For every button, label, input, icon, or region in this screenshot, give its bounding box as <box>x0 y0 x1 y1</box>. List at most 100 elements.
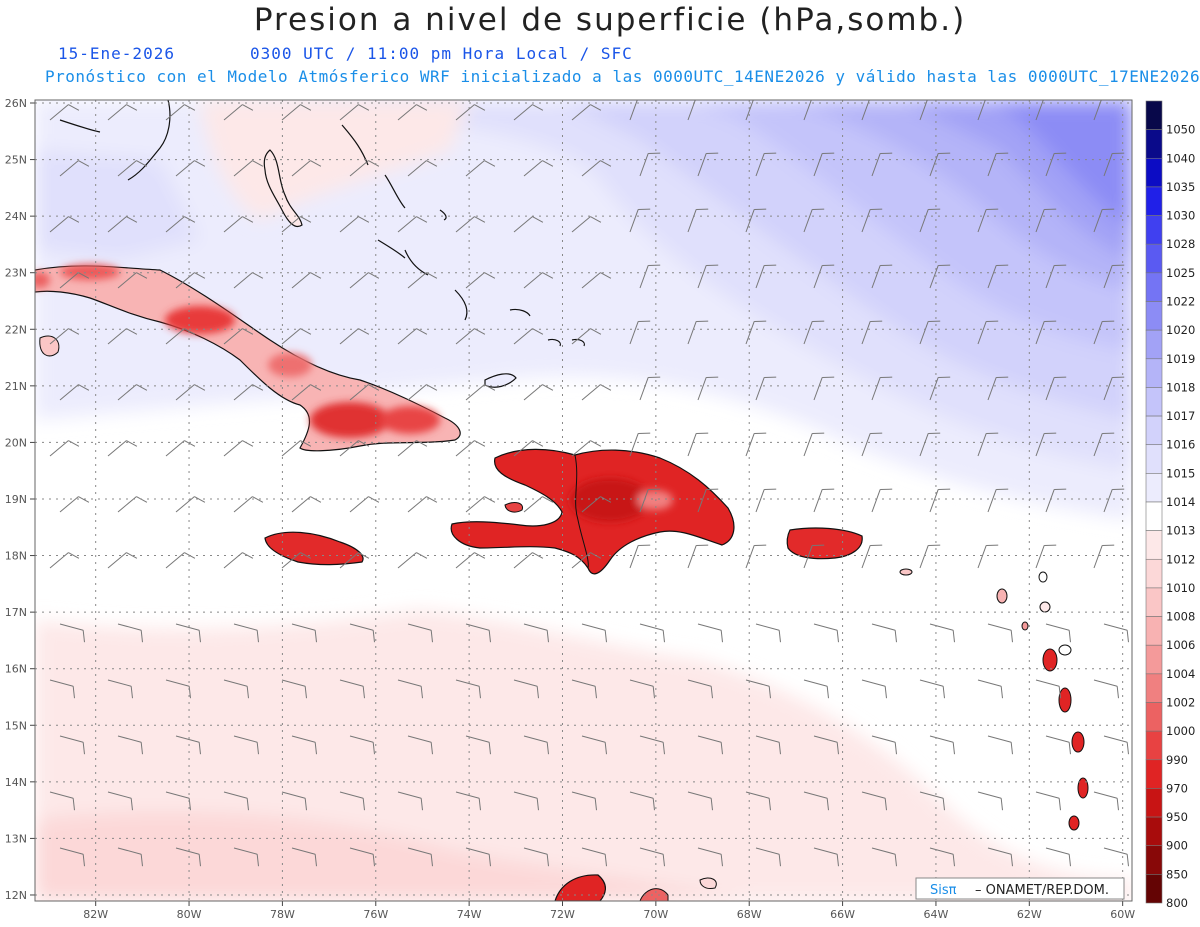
forecast-date: 15-Ene-2026 <box>58 44 175 63</box>
colorbar-swatch <box>1145 100 1163 130</box>
lon-tick-label: 82W <box>83 908 108 921</box>
credit-brand: Sisπ <box>930 883 957 898</box>
colorbar-swatch <box>1145 587 1163 617</box>
lat-tick-label: 19N <box>5 493 27 506</box>
credit-box: Sisπ – ONAMET/REP.DOM. <box>915 877 1125 900</box>
lat-tick-label: 18N <box>5 550 27 563</box>
forecast-time: 0300 UTC / 11:00 pm Hora Local / SFC <box>250 44 633 63</box>
colorbar-swatch <box>1145 272 1163 302</box>
colorbar-swatch <box>1145 730 1163 761</box>
colorbar-swatch <box>1145 644 1163 675</box>
lat-tick-label: 13N <box>5 832 27 845</box>
lat-tick-label: 14N <box>5 776 27 789</box>
grid-lines <box>30 100 1132 906</box>
lat-tick-label: 26N <box>5 97 27 110</box>
colorbar-swatch <box>1145 186 1163 216</box>
colorbar-label: 1030 <box>1166 209 1195 223</box>
colorbar-swatch <box>1145 243 1163 274</box>
cuba <box>35 264 461 452</box>
lon-tick-label: 80W <box>177 908 202 921</box>
colorbar-label: 1010 <box>1166 581 1195 595</box>
colorbar-label: 1050 <box>1166 123 1195 137</box>
lon-tick-label: 68W <box>737 908 762 921</box>
colorbar-label: 1025 <box>1166 266 1195 280</box>
longitude-axis: 82W 80W 78W 76W 74W 72W 70W 68W 66W 64W 62W 60W <box>83 908 1135 921</box>
colorbar-label: 850 <box>1166 867 1188 881</box>
colorbar-label: 800 <box>1166 896 1188 910</box>
colorbar-label: 1006 <box>1166 638 1195 652</box>
lat-tick-label: 17N <box>5 606 27 619</box>
lon-tick-label: 70W <box>643 908 668 921</box>
colorbar-swatch <box>1145 157 1163 188</box>
colorbar-swatch <box>1145 816 1163 847</box>
colorbar-swatch <box>1145 558 1163 589</box>
colorbar-swatch <box>1145 759 1163 789</box>
lon-tick-label: 66W <box>830 908 855 921</box>
colorbar-swatch <box>1145 215 1163 245</box>
colorbar-label: 1012 <box>1166 552 1195 566</box>
credit-org: – ONAMET/REP.DOM. <box>975 883 1109 898</box>
lat-tick-label: 21N <box>5 380 27 393</box>
colorbar-swatch <box>1145 616 1163 646</box>
colorbar-label: 1016 <box>1166 438 1195 452</box>
lat-tick-label: 16N <box>5 663 27 676</box>
forecast-model-info: Pronóstico con el Modelo Atmósferico WRF… <box>45 67 1200 86</box>
lat-tick-label: 15N <box>5 719 27 732</box>
colorbar-label: 1008 <box>1166 610 1195 624</box>
colorbar-swatch <box>1145 358 1163 388</box>
lat-tick-label: 12N <box>5 889 27 902</box>
lon-tick-label: 76W <box>363 908 388 921</box>
colorbar-label: 1019 <box>1166 352 1195 366</box>
colorbar-swatch <box>1145 673 1163 703</box>
lat-tick-label: 22N <box>5 323 27 336</box>
colorbar-swatch <box>1145 501 1163 531</box>
map-frame <box>34 99 1133 902</box>
lon-tick-label: 78W <box>270 908 295 921</box>
colorbar-label: 1020 <box>1166 323 1195 337</box>
pressure-field <box>35 100 1132 901</box>
colorbar-label: 1002 <box>1166 696 1195 710</box>
colorbar-label: 1018 <box>1166 380 1195 394</box>
lat-tick-label: 23N <box>5 267 27 280</box>
colorbar-label: 900 <box>1166 839 1188 853</box>
colorbar-swatch <box>1145 301 1163 331</box>
latitude-axis: 26N 25N 24N 23N 22N 21N 20N 19N 18N 17N 16N 15N 14N 1… <box>5 97 27 902</box>
lesser-antilles <box>899 568 1089 831</box>
map-title: Presion a nivel de superficie (hPa,somb.… <box>253 2 967 38</box>
colorbar-swatch <box>1145 702 1163 732</box>
colorbar-label: 1017 <box>1166 409 1195 423</box>
colorbar-swatch <box>1145 874 1163 904</box>
colorbar-label: 1040 <box>1166 151 1195 165</box>
colorbar-swatch <box>1145 444 1163 474</box>
colorbar-label: 1000 <box>1166 724 1195 738</box>
colorbar-swatch <box>1145 530 1163 560</box>
colorbar-swatch <box>1145 329 1163 360</box>
colorbar-label: 1004 <box>1166 667 1195 681</box>
colorbar-swatch <box>1145 415 1163 446</box>
colorbar-swatch <box>1145 387 1163 417</box>
lat-tick-label: 24N <box>5 210 27 223</box>
colorbar-label: 1035 <box>1166 180 1195 194</box>
colorbar-swatch <box>1145 845 1163 875</box>
lon-tick-label: 62W <box>1017 908 1042 921</box>
lat-tick-label: 25N <box>5 154 27 167</box>
colorbar-label: 1014 <box>1166 495 1195 509</box>
colorbar-swatch <box>1145 473 1163 503</box>
colorbar-swatch <box>1145 788 1163 818</box>
hispaniola <box>450 448 735 575</box>
colorbar-label: 1022 <box>1166 295 1195 309</box>
colorbar-label: 1028 <box>1166 237 1195 251</box>
colorbar-label: 1013 <box>1166 524 1195 538</box>
colorbar-swatch <box>1145 129 1163 159</box>
colorbar-label: 970 <box>1166 781 1188 795</box>
puerto-rico <box>786 527 863 560</box>
colorbar-label: 950 <box>1166 810 1188 824</box>
jamaica <box>264 531 364 566</box>
lon-tick-label: 72W <box>550 908 575 921</box>
lon-tick-label: 64W <box>924 908 949 921</box>
pressure-colorbar: 1050 1040 1035 1030 1028 1025 1022 1020 1019 1018… <box>1145 100 1195 910</box>
wind-barbs <box>49 100 1129 867</box>
lon-tick-label: 60W <box>1110 908 1135 921</box>
lat-tick-label: 20N <box>5 436 27 449</box>
